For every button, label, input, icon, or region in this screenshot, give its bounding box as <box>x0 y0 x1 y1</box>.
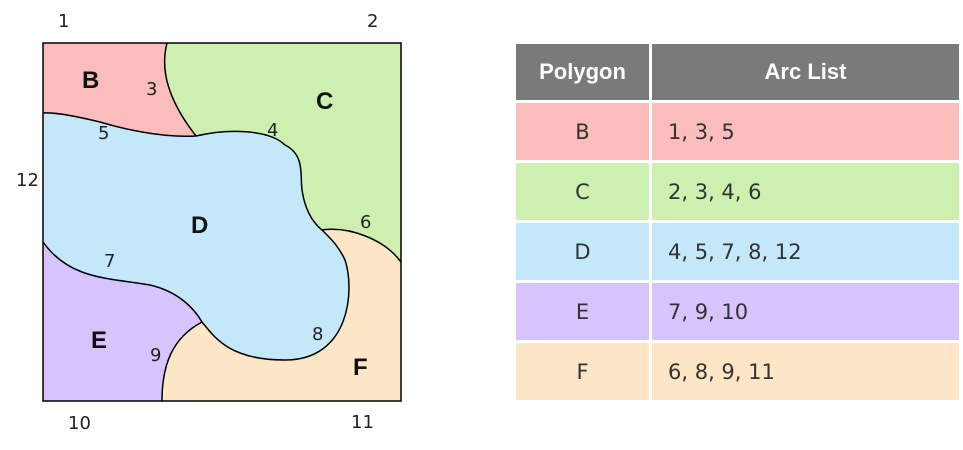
table-row: E 7, 9, 10 <box>516 283 959 340</box>
arc-6 <box>321 228 402 263</box>
polygon-cell: F <box>516 343 652 400</box>
polygon-f-region <box>162 229 401 401</box>
boundary-label-12: 12 <box>16 170 39 191</box>
boundary-label-2: 2 <box>367 11 378 32</box>
arc-7 <box>42 241 203 323</box>
arc-list-cell: 4, 5, 7, 8, 12 <box>652 223 959 280</box>
arc-4 <box>195 130 323 231</box>
polygon-label-d: D <box>191 212 208 239</box>
polygon-cell: E <box>516 283 652 340</box>
map-boundary <box>42 42 402 402</box>
boundary-label-10: 10 <box>68 413 91 434</box>
polygon-arc-table: Polygon Arc List B 1, 3, 5 C 2, 3, 4, 6 … <box>516 41 959 403</box>
arc-label-7: 7 <box>104 251 115 272</box>
arc-label-9: 9 <box>150 345 161 366</box>
polygon-cell: D <box>516 223 652 280</box>
arc-list-cell: 6, 8, 9, 11 <box>652 343 959 400</box>
polygon-cell: B <box>516 103 652 160</box>
polygon-cell: C <box>516 163 652 220</box>
arc-label-4: 4 <box>267 120 278 141</box>
arc-label-6: 6 <box>360 212 371 233</box>
header-polygon: Polygon <box>516 44 652 100</box>
table-row: C 2, 3, 4, 6 <box>516 163 959 220</box>
arc-label-5: 5 <box>98 123 109 144</box>
arc-3 <box>163 42 197 137</box>
arc-list-cell: 7, 9, 10 <box>652 283 959 340</box>
polygon-map: B C D E F 3 4 5 6 7 8 9 1 2 12 10 11 <box>16 11 402 434</box>
table-row: F 6, 8, 9, 11 <box>516 343 959 400</box>
polygon-b-region <box>43 43 196 137</box>
polygon-label-c: C <box>316 88 333 115</box>
arc-9 <box>161 321 203 402</box>
header-arc-list: Arc List <box>652 44 959 100</box>
polygon-e-region <box>43 242 202 401</box>
table-header-row: Polygon Arc List <box>516 44 959 100</box>
arc-list-cell: 1, 3, 5 <box>652 103 959 160</box>
table-row: B 1, 3, 5 <box>516 103 959 160</box>
arc-list-cell: 2, 3, 4, 6 <box>652 163 959 220</box>
arc-5 <box>42 112 197 138</box>
polygon-label-b: B <box>82 67 99 94</box>
boundary-label-1: 1 <box>58 11 69 32</box>
arc-label-8: 8 <box>312 324 323 345</box>
table-row: D 4, 5, 7, 8, 12 <box>516 223 959 280</box>
polygon-d-region <box>43 112 349 360</box>
arc-8 <box>201 229 350 361</box>
polygon-label-e: E <box>91 327 107 354</box>
polygon-label-f: F <box>353 354 368 381</box>
arc-label-3: 3 <box>146 79 157 100</box>
boundary-label-11: 11 <box>351 412 374 433</box>
